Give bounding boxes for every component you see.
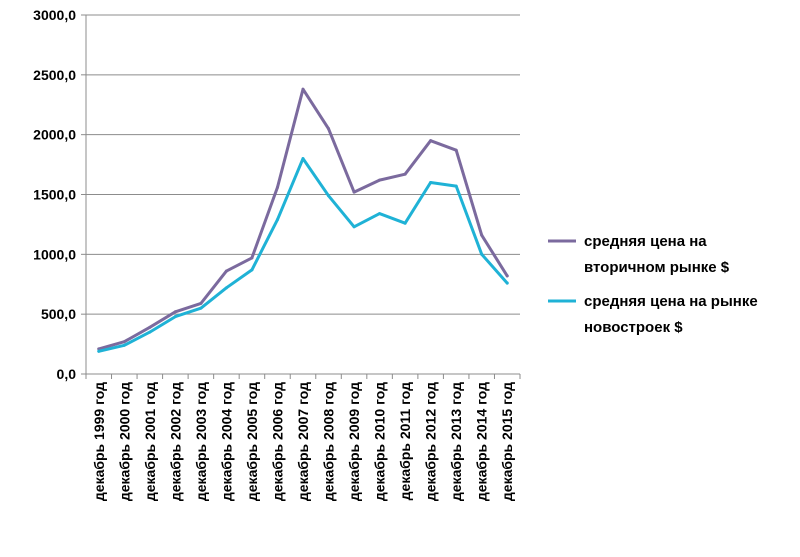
data-point (403, 221, 407, 225)
data-point (480, 252, 484, 256)
x-tick-label: декабрь 2008 год (321, 382, 337, 501)
data-point (122, 343, 126, 347)
y-tick-label: 2000,0 (33, 127, 76, 143)
data-point (148, 330, 152, 334)
data-point (275, 218, 279, 222)
x-tick-label: декабрь 2001 год (142, 382, 158, 501)
x-tick-label: декабрь 2012 год (423, 382, 439, 501)
y-tick-label: 2500,0 (33, 67, 76, 83)
data-point (173, 310, 177, 314)
data-point (327, 194, 331, 198)
x-tick-label: декабрь 2009 год (346, 382, 362, 501)
data-point (275, 185, 279, 189)
data-point (454, 148, 458, 152)
data-point (429, 181, 433, 185)
y-tick-label: 0,0 (57, 366, 77, 382)
gridlines (86, 14, 520, 315)
x-axis-tick-labels: декабрь 1999 год декабрь 2000 год декабрь … (91, 382, 515, 501)
data-point (378, 212, 382, 216)
data-point (454, 184, 458, 188)
series-line-1 (97, 87, 509, 351)
data-point (97, 349, 101, 353)
data-point (148, 325, 152, 329)
data-point (352, 190, 356, 194)
data-point (505, 281, 509, 285)
legend-label-1: вторичном рынке $ (584, 259, 730, 276)
data-point (327, 127, 331, 131)
x-tick-label: декабрь 1999 год (91, 382, 107, 501)
data-point (505, 274, 509, 278)
data-point (173, 315, 177, 319)
data-point (250, 256, 254, 260)
data-point (224, 286, 228, 290)
legend-label-2: новостроек $ (584, 319, 683, 336)
data-point (301, 157, 305, 161)
x-tick-label: декабрь 2006 год (269, 382, 285, 501)
x-tick-label: декабрь 2014 год (474, 382, 490, 501)
data-point (480, 233, 484, 237)
data-point (122, 340, 126, 344)
x-tick-label: декабрь 2007 год (295, 382, 311, 501)
data-point (301, 87, 305, 91)
data-point (224, 269, 228, 273)
x-tick-label: декабрь 2005 год (244, 382, 260, 501)
series-lines (97, 87, 509, 353)
x-tick-label: декабрь 2004 год (218, 382, 234, 501)
data-point (199, 306, 203, 310)
y-tick-label: 3000,0 (33, 7, 76, 23)
data-point (199, 301, 203, 305)
x-tick-label: декабрь 2010 год (372, 382, 388, 501)
x-tick-label: декабрь 2015 год (499, 382, 515, 501)
y-axis-tick-labels: 0,0 500,0 1000,0 1500,0 2000,0 2500,0 3000,0 (33, 7, 76, 382)
data-point (352, 225, 356, 229)
x-tick-label: декабрь 2013 год (448, 382, 464, 501)
y-tick-label: 1000,0 (33, 246, 76, 262)
axes (81, 14, 521, 379)
y-tick-label: 500,0 (41, 306, 76, 322)
data-point (378, 178, 382, 182)
data-point (250, 268, 254, 272)
legend-label-2: средняя цена на рынке (584, 293, 758, 310)
legend: средняя цена на вторичном рынке $ средняя … (548, 233, 758, 336)
y-tick-label: 1500,0 (33, 187, 76, 203)
x-tick-label: декабрь 2002 год (167, 382, 183, 501)
legend-label-1: средняя цена на (584, 233, 707, 250)
data-point (403, 172, 407, 176)
x-tick-label: декабрь 2011 год (397, 382, 413, 500)
data-point (429, 139, 433, 143)
x-tick-label: декабрь 2003 год (193, 382, 209, 501)
x-tick-label: декабрь 2000 год (116, 382, 132, 501)
